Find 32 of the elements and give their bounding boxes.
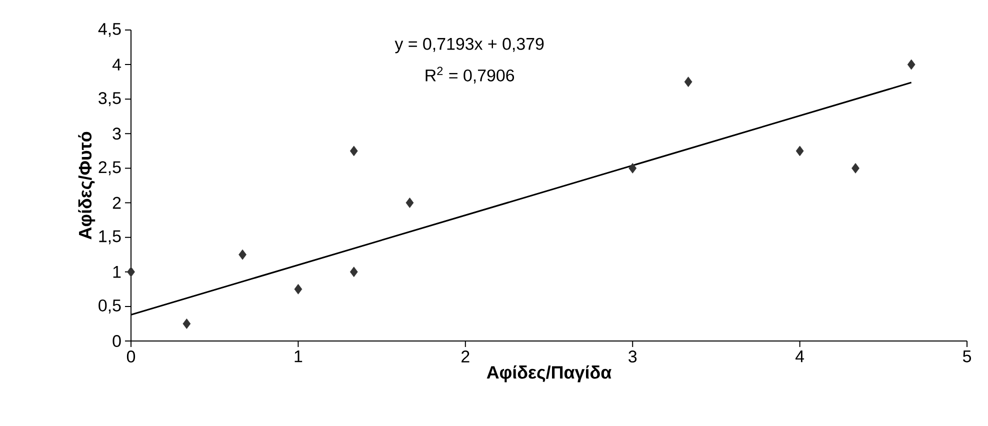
x-tick-label: 2 [462, 350, 470, 362]
x-tick-label: 1 [294, 350, 302, 362]
x-tick-label: 0 [126, 350, 136, 363]
y-tick-label: 3 [112, 128, 121, 140]
point [628, 163, 637, 174]
point [852, 163, 860, 174]
annotation: y = 0,7193x + 0,379 [394, 38, 544, 54]
y-axis-title: Αφίδες/Φυτό [78, 132, 96, 240]
y-tick-label: 1 [113, 266, 121, 278]
y-tick-label: 2 [112, 196, 121, 209]
y-tick-label: 4,5 [98, 23, 121, 37]
annotation: R$^{2}$ = 0,7906 [426, 66, 514, 84]
point [406, 198, 414, 208]
x-tick-label: 3 [628, 350, 637, 363]
y-tick-label: 3,5 [98, 92, 121, 106]
y-tick-label: 2,5 [98, 161, 121, 176]
point [796, 146, 804, 156]
point [294, 284, 302, 294]
point [350, 146, 358, 156]
point [182, 318, 191, 329]
point [684, 76, 692, 88]
point [238, 249, 246, 260]
point [350, 266, 358, 278]
y-tick-label: 4 [112, 58, 121, 70]
point [907, 59, 916, 70]
y-tick-label: 1,5 [99, 230, 121, 244]
y-tick-label: 0,5 [98, 299, 121, 314]
x-tick-label: 4 [795, 350, 804, 362]
x-tick-label: 5 [962, 350, 972, 362]
y-tick-label: 0 [112, 335, 121, 347]
x-axis-title: Αφίδες/Παγίδα [486, 365, 612, 382]
point [127, 266, 135, 278]
